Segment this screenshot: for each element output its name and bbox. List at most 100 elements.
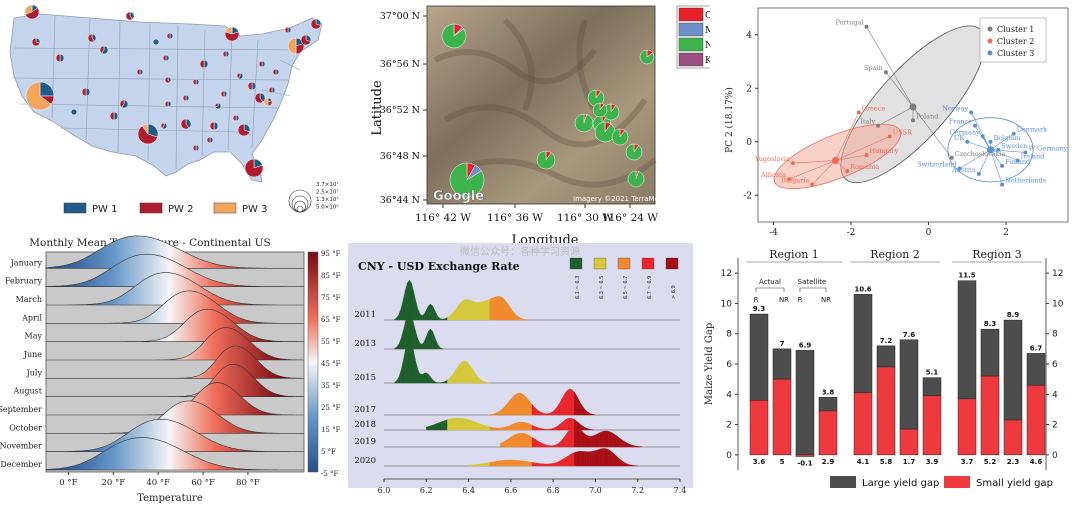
map-pie-slice bbox=[31, 37, 41, 47]
size-legend-circle bbox=[294, 200, 306, 213]
state-border bbox=[279, 59, 301, 71]
cluster-spoke bbox=[990, 149, 1026, 153]
map-pie bbox=[284, 26, 292, 34]
ridge-segment bbox=[474, 464, 478, 467]
state-border bbox=[13, 47, 301, 51]
map-pie-slice bbox=[287, 37, 297, 55]
ridge-segment bbox=[436, 382, 440, 384]
ridge-segment bbox=[506, 438, 509, 448]
map-pie bbox=[162, 54, 170, 62]
ridge-segment bbox=[512, 394, 516, 416]
ridge-segment bbox=[586, 451, 590, 467]
ridge-segment bbox=[436, 422, 440, 431]
cluster-spoke bbox=[792, 160, 836, 164]
map-pie-slice bbox=[223, 90, 228, 98]
ridge-segment bbox=[576, 451, 579, 467]
ridge-segment bbox=[574, 426, 577, 448]
colorbar-label: 5 °F bbox=[321, 448, 336, 456]
ridge-segment bbox=[409, 338, 412, 384]
ridge-segment bbox=[519, 392, 522, 416]
size-legend-label: 2.5×10⁷ bbox=[316, 189, 339, 196]
terrain-ridge bbox=[433, 48, 598, 85]
map-pie-slice bbox=[195, 144, 200, 152]
ridge-segment bbox=[563, 457, 566, 467]
ridge-segment bbox=[599, 431, 602, 448]
ridge-april bbox=[45, 290, 305, 324]
ridge-segment bbox=[449, 418, 452, 431]
cluster-spoke bbox=[812, 160, 836, 185]
map-pie bbox=[222, 50, 230, 58]
ridge-segment bbox=[478, 301, 482, 321]
colorbar-label: 45 °F bbox=[321, 360, 341, 368]
ridge-segment bbox=[485, 462, 488, 467]
ridge-segment bbox=[489, 461, 492, 467]
ridge-segment bbox=[531, 436, 535, 448]
ridge-segment bbox=[591, 429, 594, 431]
month-label: February bbox=[5, 277, 43, 286]
bar-large-gap bbox=[957, 280, 977, 400]
cluster-point bbox=[810, 182, 815, 187]
ridge-segment bbox=[459, 300, 463, 321]
bar-large-gap bbox=[980, 328, 1000, 377]
bar-large-gap bbox=[749, 313, 769, 401]
y-tick-label-right: 6 bbox=[1052, 360, 1058, 370]
y-tick-label: 36°52 N bbox=[380, 105, 420, 116]
watermark: 微信公众号：各种学习资源 bbox=[460, 245, 580, 258]
ridge-segment bbox=[464, 299, 467, 321]
ridge-2018 bbox=[426, 417, 594, 431]
ridge-segment bbox=[614, 433, 617, 448]
month-label: March bbox=[16, 295, 42, 304]
cluster-spoke bbox=[970, 112, 991, 150]
ridge-segment bbox=[517, 392, 520, 416]
ridge-segment bbox=[462, 360, 465, 384]
bar-large-gap bbox=[1026, 353, 1046, 386]
terrain-ridge bbox=[502, 17, 535, 112]
point-label: Czechoslovakia bbox=[955, 150, 1006, 158]
ridge-segment bbox=[561, 420, 564, 431]
point-label: Netherlands bbox=[1005, 177, 1046, 185]
map-pie bbox=[119, 99, 129, 109]
map-pie-slice bbox=[244, 158, 264, 178]
sample-pie-slice bbox=[627, 170, 645, 188]
ridge-segment bbox=[498, 460, 501, 467]
map-pie bbox=[180, 118, 192, 130]
ridge-december bbox=[45, 437, 304, 471]
cluster-spoke bbox=[990, 149, 1003, 185]
ridge-segment bbox=[550, 445, 554, 448]
sample-pie-slice bbox=[592, 102, 608, 118]
ridge-segment bbox=[453, 417, 457, 431]
ridge-segment bbox=[574, 451, 577, 467]
year-label: 2011 bbox=[354, 310, 376, 320]
ridge-segment bbox=[546, 463, 550, 467]
ridge-segment bbox=[607, 449, 611, 467]
map-pie-slice bbox=[137, 125, 158, 145]
ridge-2015 bbox=[394, 338, 490, 384]
ridge-segment bbox=[527, 461, 531, 467]
year-label: 2018 bbox=[354, 420, 376, 430]
map-pie bbox=[31, 37, 41, 47]
x-tick-label: -4 bbox=[769, 228, 778, 238]
ridge-segment bbox=[616, 455, 619, 467]
y-axis-label: Maize Yield Gap bbox=[704, 323, 715, 405]
ridge-segment bbox=[512, 459, 516, 467]
ridge-segment bbox=[542, 463, 545, 467]
point-label: UK bbox=[954, 134, 964, 142]
sample-pie-slice bbox=[602, 103, 620, 121]
y-axis-label: PC 2 (18.17%) bbox=[724, 87, 735, 153]
map-pie-slice bbox=[99, 45, 105, 54]
ridge-february bbox=[45, 253, 305, 287]
colorbar-label: -5 °F bbox=[321, 470, 339, 478]
year-label: 2019 bbox=[354, 437, 376, 447]
bar-large-gap bbox=[853, 294, 873, 394]
cluster-point bbox=[856, 110, 861, 115]
ridge-segment bbox=[552, 444, 556, 448]
ridge-segment bbox=[504, 426, 507, 431]
bar-total-label: 10.6 bbox=[854, 285, 871, 293]
ridge-segment bbox=[481, 463, 484, 467]
ridge-segment bbox=[514, 433, 518, 448]
terrain-ridge bbox=[453, 157, 657, 188]
map-pie bbox=[272, 68, 280, 76]
map-pie-slice bbox=[284, 26, 289, 34]
cny-ridgeline-chart: 微信公众号：各种学习资源 CNY - USD Exchange Rate 6.1 ~… bbox=[348, 243, 693, 495]
map-pie-slice bbox=[164, 100, 169, 108]
